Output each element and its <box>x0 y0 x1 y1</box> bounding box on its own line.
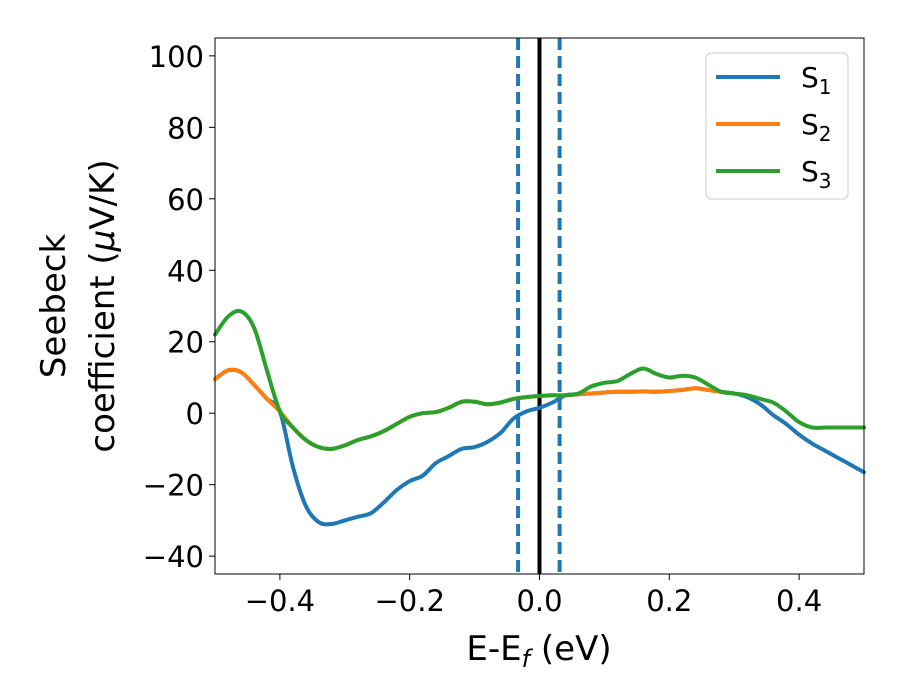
legend-label-s2: S2 <box>801 108 832 146</box>
y-tick-label: 0 <box>186 397 204 431</box>
y-tick-label: 100 <box>149 40 204 74</box>
series-line-s2 <box>213 367 737 451</box>
series-line-s1 <box>213 367 866 527</box>
y-axis: −40 −20 0 20 40 60 80 100 <box>143 40 215 574</box>
y-tick-label: 20 <box>167 326 204 360</box>
y-tick-label: −40 <box>143 540 204 574</box>
legend-label-s1: S1 <box>801 61 832 99</box>
y-tick-label: −20 <box>143 469 204 503</box>
y-tick-label: 80 <box>167 111 204 145</box>
x-tick-label: 0.4 <box>776 584 822 618</box>
x-axis: −0.4 −0.2 0.0 0.2 0.4 <box>245 574 822 618</box>
y-tick-label: 40 <box>167 254 204 288</box>
x-axis-title: E-Ef (eV) <box>466 629 611 673</box>
y-axis-title-mu: μ <box>83 230 123 253</box>
x-tick-label: 0.2 <box>646 584 692 618</box>
series-layer <box>213 308 866 527</box>
x-tick-label: −0.2 <box>374 584 444 618</box>
y-tick-label: 60 <box>167 183 204 217</box>
reference-lines <box>516 38 562 574</box>
x-tick-label: −0.4 <box>245 584 315 618</box>
series-line-s3 <box>213 308 866 451</box>
x-tick-label: 0.0 <box>516 584 562 618</box>
y-axis-title-line1: Seebeck <box>34 234 74 379</box>
legend: S1 S2 S3 <box>705 52 849 200</box>
y-axis-title-line2: coefficient (μV/K) <box>83 159 123 452</box>
legend-label-s3: S3 <box>801 155 832 193</box>
